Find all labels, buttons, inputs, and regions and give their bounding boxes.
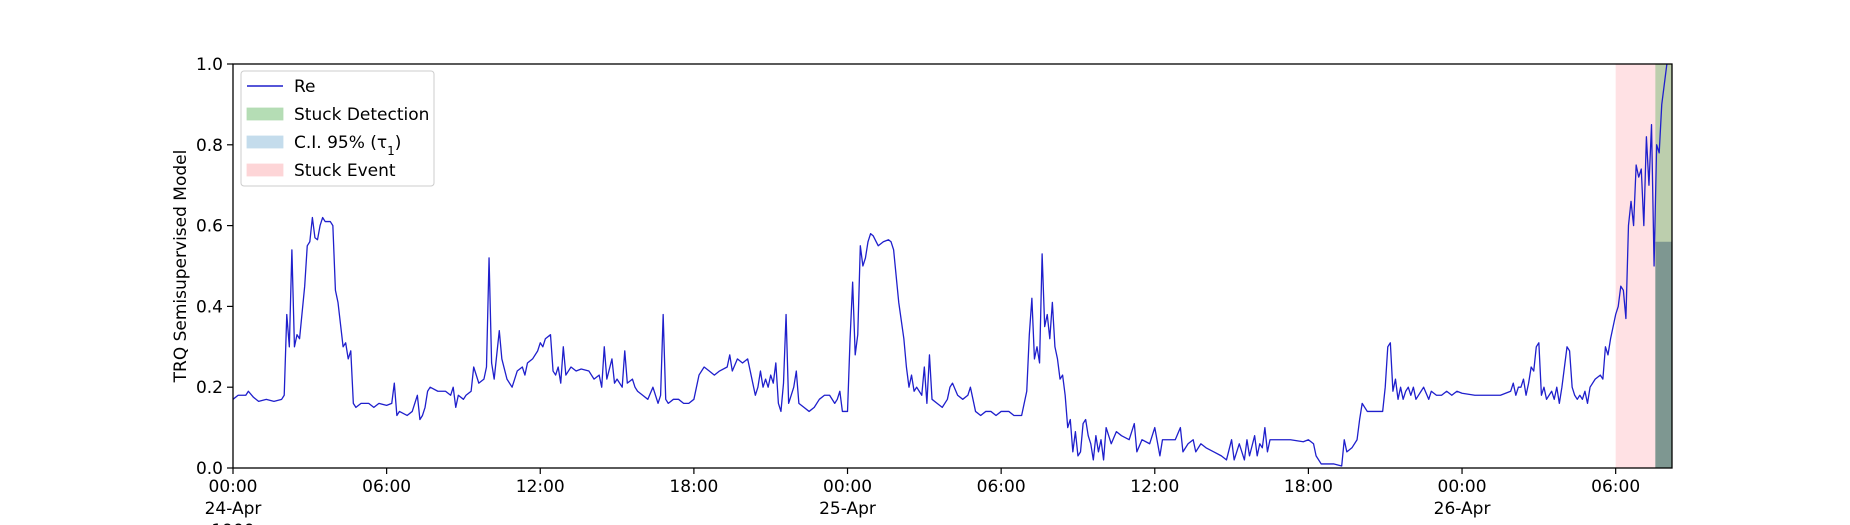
y-tick-label: 0.8 xyxy=(196,136,223,156)
x-tick-label: 00:00 xyxy=(1438,477,1487,497)
y-tick-label: 0.4 xyxy=(196,297,223,317)
x-tick-year-label: 1900 xyxy=(211,521,254,525)
x-tick-date-label: 24-Apr xyxy=(205,499,262,519)
x-tick-label: 06:00 xyxy=(1591,477,1640,497)
legend-swatch-patch xyxy=(246,135,284,149)
x-tick-label: 12:00 xyxy=(516,477,565,497)
x-tick-label: 06:00 xyxy=(977,477,1026,497)
legend-box xyxy=(240,70,435,187)
region-ci-band xyxy=(1655,241,1672,468)
x-tick-label: 00:00 xyxy=(823,477,872,497)
legend-item-re: Re xyxy=(247,77,316,97)
series-layer xyxy=(232,63,1668,467)
x-tick-label: 18:00 xyxy=(669,477,718,497)
legend-label: Stuck Detection xyxy=(294,105,429,125)
x-tick-date-label: 26-Apr xyxy=(1434,499,1491,519)
shaded-regions xyxy=(1615,64,1672,468)
y-tick-label: 0.0 xyxy=(196,459,223,479)
y-axis: 0.0 0.2 0.4 0.6 0.8 1.0 xyxy=(196,55,233,479)
plot-frame xyxy=(232,63,1673,469)
x-tick-label: 00:00 xyxy=(209,477,258,497)
x-tick-label: 18:00 xyxy=(1284,477,1333,497)
legend-swatch-patch xyxy=(246,107,284,121)
legend-label: Re xyxy=(294,77,316,97)
legend-label: Stuck Event xyxy=(294,161,396,181)
x-tick-label: 06:00 xyxy=(362,477,411,497)
series-line-re xyxy=(232,63,1668,467)
legend-swatch-patch xyxy=(246,163,284,177)
y-tick-label: 0.6 xyxy=(196,217,223,237)
legend-item-stuck_event: Stuck Event xyxy=(246,161,396,181)
y-axis-title: TRQ Semisupervised Model xyxy=(171,150,191,384)
x-tick-date-label: 25-Apr xyxy=(819,499,876,519)
legend-item-stuck_detection: Stuck Detection xyxy=(246,105,429,125)
x-tick-label: 12:00 xyxy=(1130,477,1179,497)
y-tick-label: 1.0 xyxy=(196,55,223,75)
y-tick-label: 0.2 xyxy=(196,378,223,398)
x-axis: 00:0024-Apr190006:0012:0018:0000:0025-Ap… xyxy=(205,468,1640,525)
